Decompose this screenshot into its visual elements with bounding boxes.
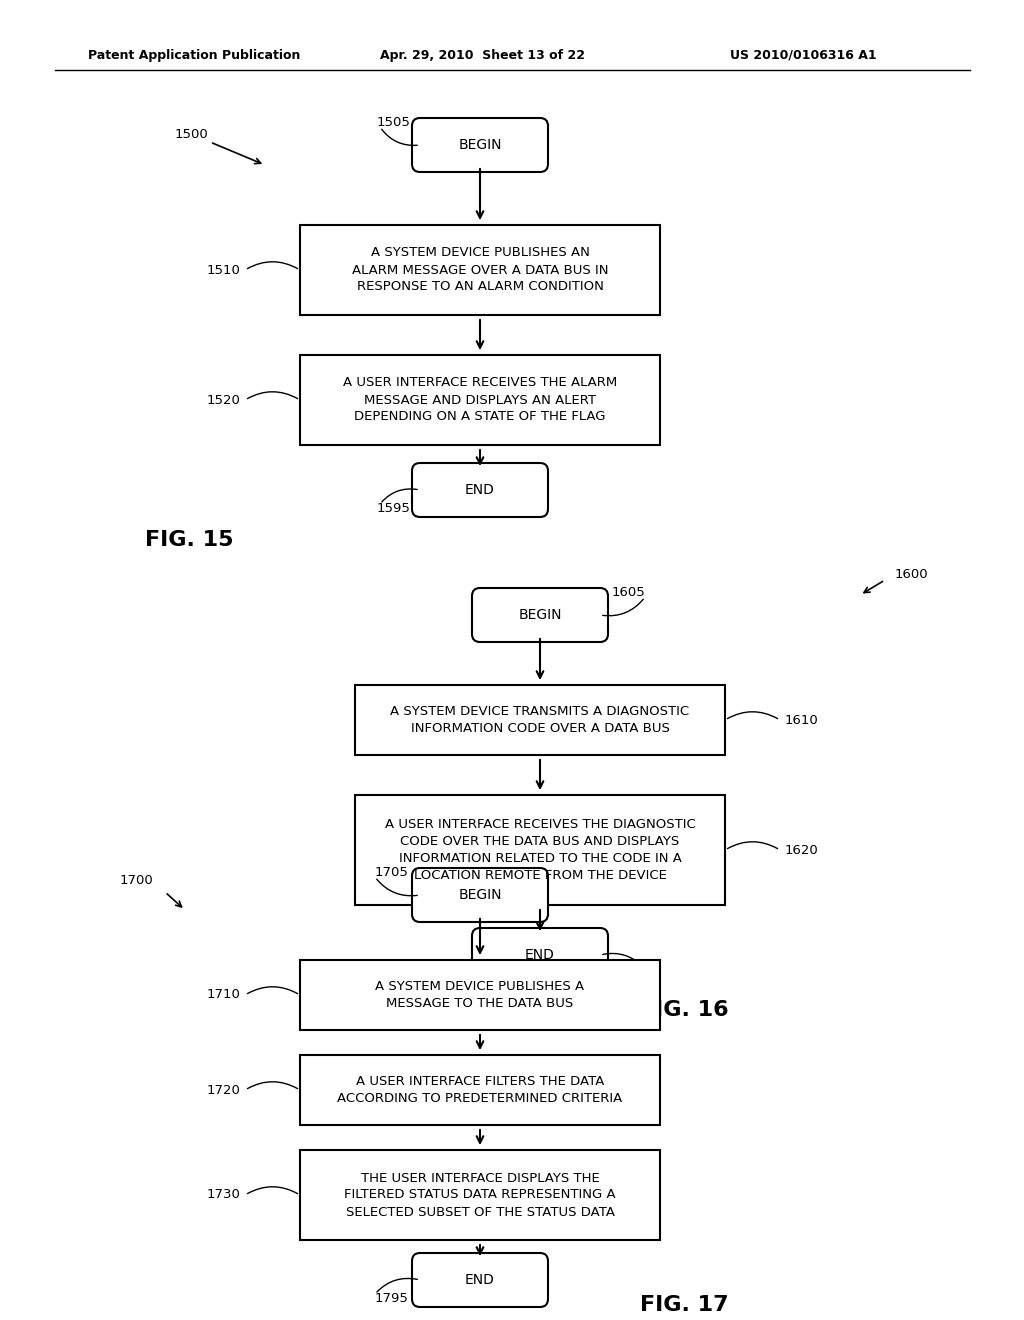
Bar [355, 685, 725, 755]
Bar [300, 224, 660, 315]
Text: FIG. 15: FIG. 15 [145, 531, 233, 550]
Text: 1705: 1705 [374, 866, 408, 879]
Text: END: END [525, 948, 555, 962]
Text: THE USER INTERFACE DISPLAYS THE
FILTERED STATUS DATA REPRESENTING A
SELECTED SUB: THE USER INTERFACE DISPLAYS THE FILTERED… [344, 1172, 615, 1218]
Text: END: END [465, 483, 495, 498]
Text: A SYSTEM DEVICE PUBLISHES AN
ALARM MESSAGE OVER A DATA BUS IN
RESPONSE TO AN ALA: A SYSTEM DEVICE PUBLISHES AN ALARM MESSA… [352, 247, 608, 293]
Bar [300, 1055, 660, 1125]
Text: A USER INTERFACE RECEIVES THE ALARM
MESSAGE AND DISPLAYS AN ALERT
DEPENDING ON A: A USER INTERFACE RECEIVES THE ALARM MESS… [343, 376, 617, 424]
Bar [355, 795, 725, 906]
Text: 1520: 1520 [206, 393, 240, 407]
Text: 1510: 1510 [206, 264, 240, 276]
Text: BEGIN: BEGIN [518, 609, 562, 622]
Text: 1730: 1730 [206, 1188, 240, 1201]
Bar [300, 1150, 660, 1239]
Text: 1605: 1605 [612, 586, 646, 599]
Text: 1505: 1505 [376, 116, 410, 129]
FancyBboxPatch shape [412, 463, 548, 517]
Text: BEGIN: BEGIN [459, 139, 502, 152]
Text: 1620: 1620 [785, 843, 819, 857]
Text: 1695: 1695 [612, 966, 646, 979]
Text: 1595: 1595 [376, 502, 410, 515]
Text: A SYSTEM DEVICE PUBLISHES A
MESSAGE TO THE DATA BUS: A SYSTEM DEVICE PUBLISHES A MESSAGE TO T… [376, 979, 585, 1010]
Text: Apr. 29, 2010  Sheet 13 of 22: Apr. 29, 2010 Sheet 13 of 22 [380, 49, 585, 62]
FancyBboxPatch shape [412, 117, 548, 172]
Text: 1500: 1500 [175, 128, 209, 141]
FancyBboxPatch shape [472, 587, 608, 642]
FancyBboxPatch shape [412, 869, 548, 921]
Text: FIG. 17: FIG. 17 [640, 1295, 729, 1315]
Text: A SYSTEM DEVICE TRANSMITS A DIAGNOSTIC
INFORMATION CODE OVER A DATA BUS: A SYSTEM DEVICE TRANSMITS A DIAGNOSTIC I… [390, 705, 689, 735]
Text: Patent Application Publication: Patent Application Publication [88, 49, 300, 62]
FancyBboxPatch shape [412, 1253, 548, 1307]
Text: FIG. 16: FIG. 16 [640, 1001, 729, 1020]
Text: 1610: 1610 [785, 714, 819, 726]
Text: A USER INTERFACE RECEIVES THE DIAGNOSTIC
CODE OVER THE DATA BUS AND DISPLAYS
INF: A USER INTERFACE RECEIVES THE DIAGNOSTIC… [385, 818, 695, 882]
Text: 1700: 1700 [120, 874, 154, 887]
Text: US 2010/0106316 A1: US 2010/0106316 A1 [730, 49, 877, 62]
Text: 1710: 1710 [206, 989, 240, 1002]
Bar [300, 960, 660, 1030]
Text: 1600: 1600 [895, 569, 929, 582]
Text: 1795: 1795 [374, 1291, 408, 1304]
Text: 1720: 1720 [206, 1084, 240, 1097]
Text: A USER INTERFACE FILTERS THE DATA
ACCORDING TO PREDETERMINED CRITERIA: A USER INTERFACE FILTERS THE DATA ACCORD… [337, 1074, 623, 1105]
Text: END: END [465, 1272, 495, 1287]
Text: BEGIN: BEGIN [459, 888, 502, 902]
Bar [300, 355, 660, 445]
FancyBboxPatch shape [472, 928, 608, 982]
